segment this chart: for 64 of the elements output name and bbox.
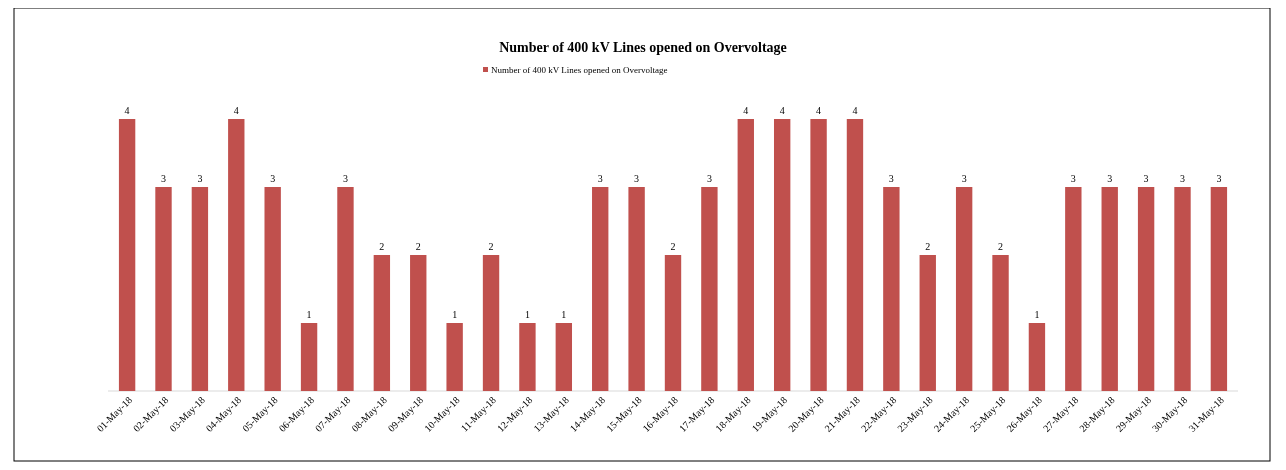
data-label: 3: [597, 173, 603, 184]
bar: [592, 187, 609, 391]
bar: [482, 255, 500, 391]
data-label: 1: [561, 309, 567, 320]
bar: [664, 255, 682, 391]
bar: [846, 119, 864, 391]
bar: [628, 187, 645, 391]
data-label: 3: [1070, 173, 1076, 184]
bar: [191, 187, 209, 391]
data-label: 4: [743, 105, 749, 116]
data-label: 3: [634, 173, 640, 184]
bar: [1065, 187, 1082, 391]
data-label: 3: [1180, 173, 1185, 184]
bar: [992, 255, 1009, 391]
bar: [410, 255, 427, 391]
bar: [810, 119, 827, 391]
bar: [155, 187, 172, 391]
bar: [737, 119, 754, 391]
data-label: 3: [270, 173, 276, 184]
bar: [300, 323, 318, 391]
data-label: 3: [161, 173, 166, 184]
data-label: 3: [888, 173, 894, 184]
bar: [1174, 187, 1191, 391]
data-label: 3: [1107, 173, 1113, 184]
bar: [919, 255, 936, 391]
data-label: 4: [816, 105, 822, 116]
bar: [337, 187, 354, 391]
bar: [883, 187, 900, 391]
data-label: 3: [1216, 173, 1222, 184]
legend-label: Number of 400 kV Lines opened on Overvoltage: [491, 65, 668, 75]
data-label: 2: [670, 241, 676, 252]
bar: [773, 119, 791, 391]
bar: [228, 119, 245, 391]
data-label: 4: [233, 105, 239, 116]
data-label: 3: [197, 173, 203, 184]
bar: [264, 187, 281, 391]
bar: [446, 323, 463, 391]
bar: [555, 323, 573, 391]
data-label: 4: [779, 105, 785, 116]
bar: [519, 323, 536, 391]
bar: [373, 255, 391, 391]
data-label: 3: [961, 173, 967, 184]
data-label: 1: [306, 309, 312, 320]
bar: [118, 119, 136, 391]
data-label: 1: [1034, 309, 1040, 320]
bar: [701, 187, 718, 391]
data-label: 2: [379, 241, 385, 252]
data-label: 1: [452, 309, 458, 320]
bar: [1210, 187, 1228, 391]
data-label: 3: [706, 173, 712, 184]
data-label: 2: [925, 241, 931, 252]
bar: [1028, 323, 1046, 391]
data-label: 3: [342, 173, 348, 184]
data-label: 2: [998, 241, 1004, 252]
data-label: 2: [488, 241, 494, 252]
data-label: 4: [852, 105, 858, 116]
data-label: 4: [124, 105, 130, 116]
bar: [955, 187, 973, 391]
bar: [1101, 187, 1118, 391]
data-label: 1: [524, 309, 530, 320]
data-label: 2: [415, 241, 421, 252]
bar: [1137, 187, 1155, 391]
chart-title: Number of 400 kV Lines opened on Overvoltage: [499, 40, 787, 55]
data-label: 3: [1143, 173, 1149, 184]
